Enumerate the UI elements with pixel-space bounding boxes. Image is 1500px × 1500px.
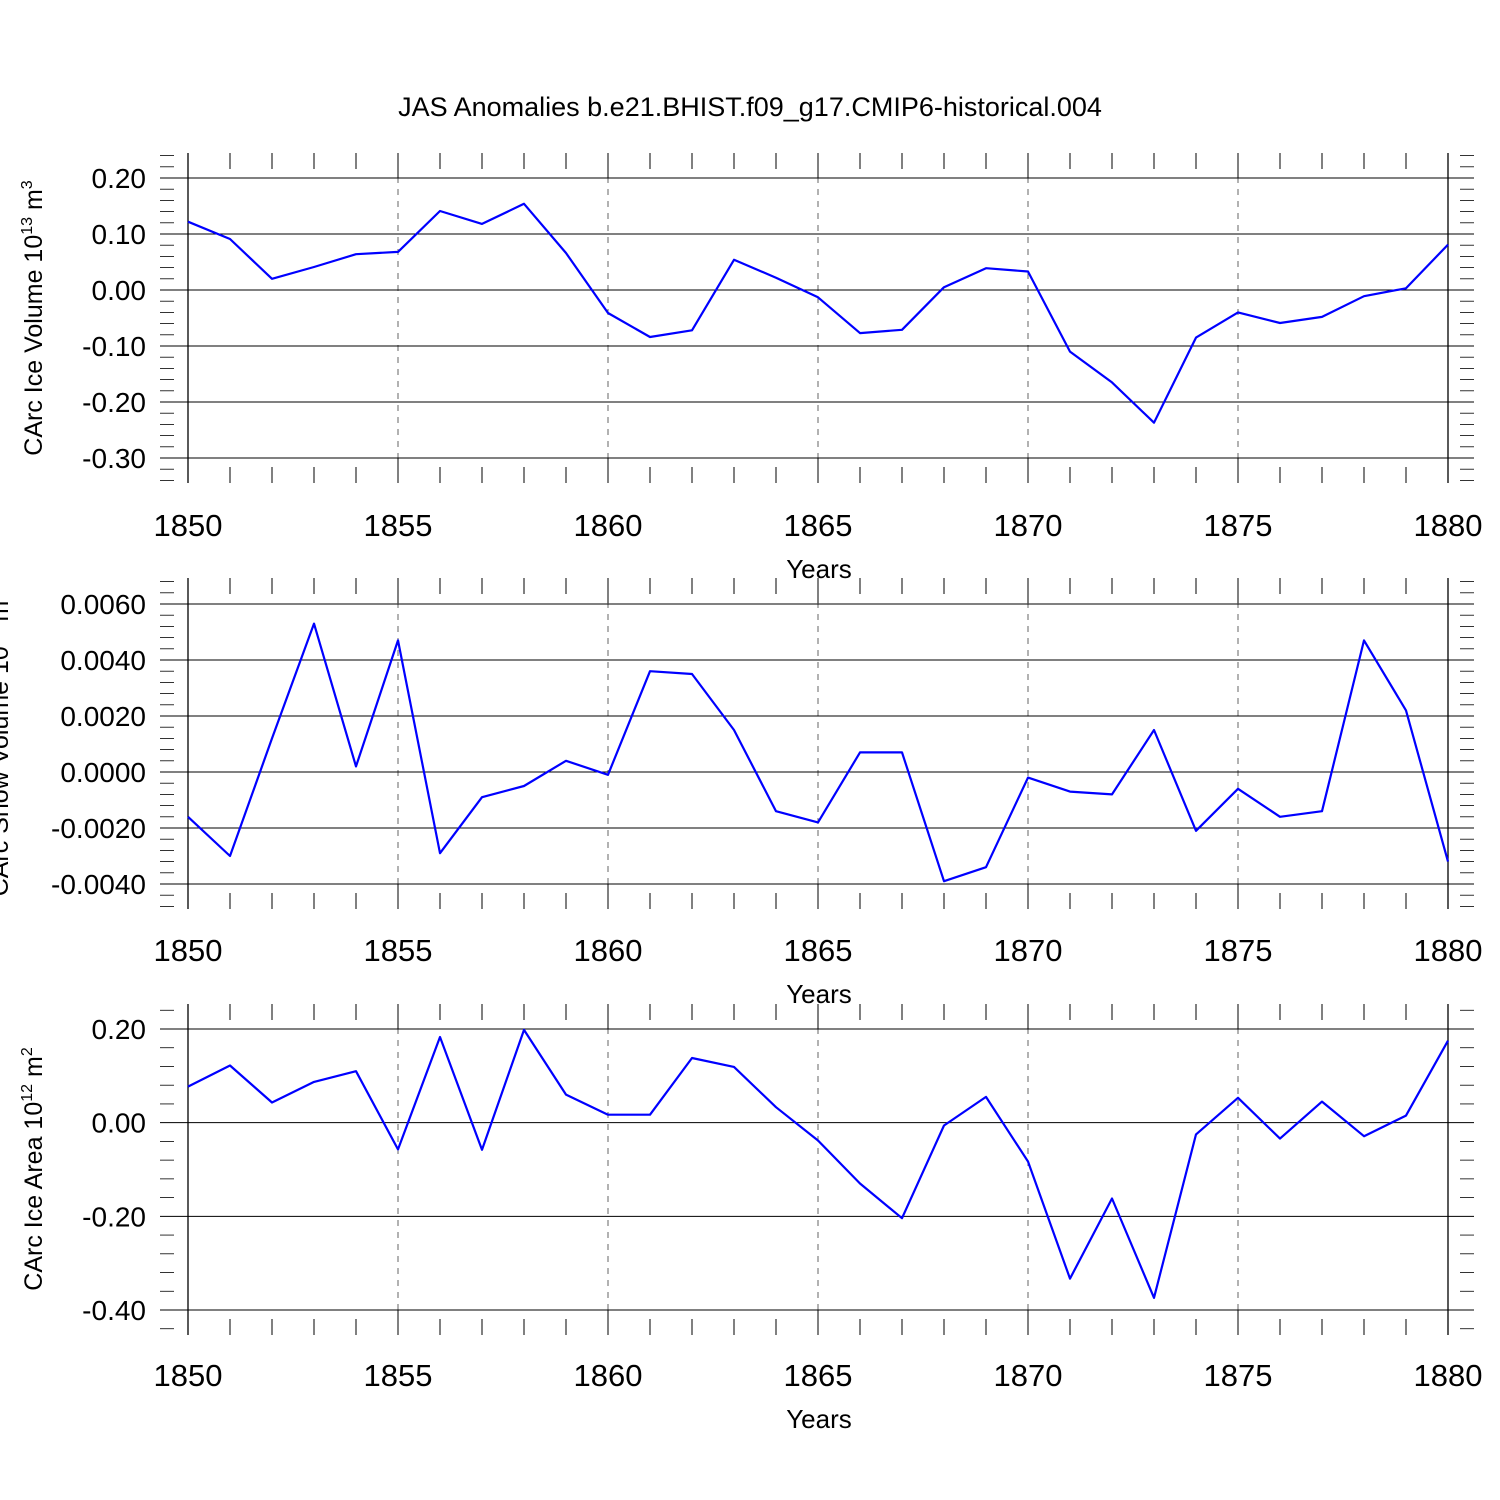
xtick-label: 1855 [364,933,433,968]
xtick-label: 1850 [154,933,223,968]
xtick-label: 1850 [154,1358,223,1393]
series-line [187,622,1450,883]
ytick-label: 0.0060 [60,589,146,620]
xtick-label: 1870 [994,508,1063,543]
ytick-label: -0.20 [82,387,146,418]
xtick-label: 1850 [154,508,223,543]
xtick-label: 1880 [1414,508,1483,543]
ytick-label: 0.00 [92,275,147,306]
ytick-label: -0.40 [82,1295,146,1326]
xtick-label: 1875 [1204,933,1273,968]
figure-title: JAS Anomalies b.e21.BHIST.f09_g17.CMIP6-… [398,92,1102,122]
series-line [187,202,1449,424]
xtick-label: 1860 [574,933,643,968]
x-axis-label: Years [786,554,852,584]
xtick-label: 1855 [364,508,433,543]
panel-ice-area: 0.20 0.00 -0.20 -0.40 1850 1855 1860 1865 1870 18… [19,1004,1482,1434]
xtick-label: 1880 [1414,1358,1483,1393]
ytick-label: 0.0040 [60,645,146,676]
xtick-label: 1865 [784,508,853,543]
ytick-label: 0.00 [92,1108,147,1139]
panel-ice-volume: 0.20 0.10 0.00 -0.10 -0.20 -0.30 1850 1855 1860 1… [19,153,1482,584]
xtick-label: 1860 [574,1358,643,1393]
x-axis-label: Years [786,979,852,1009]
ytick-label: 0.0000 [60,757,146,788]
ytick-label: -0.0040 [51,869,146,900]
panel-snow-volume: 0.0060 0.0040 0.0020 0.0000 -0.0020 -0.0040 18… [0,578,1482,1009]
xtick-label: 1870 [994,1358,1063,1393]
xtick-label: 1880 [1414,933,1483,968]
ytick-label: 0.20 [92,163,147,194]
ytick-label: 0.20 [92,1014,147,1045]
xtick-label: 1870 [994,933,1063,968]
xtick-label: 1875 [1204,1358,1273,1393]
ytick-label: -0.30 [82,443,146,474]
xtick-label: 1865 [784,933,853,968]
ytick-label: 0.0020 [60,701,146,732]
y-axis-label: CArc Snow Volume 1013 m3 [0,592,14,897]
xtick-label: 1855 [364,1358,433,1393]
ytick-label: -0.0020 [51,813,146,844]
y-axis-label: CArc Ice Area 1012 m2 [19,1047,48,1291]
xtick-label: 1875 [1204,508,1273,543]
x-axis-label: Years [786,1404,852,1434]
xtick-label: 1865 [784,1358,853,1393]
y-axis-label: CArc Ice Volume 1013 m3 [19,180,48,456]
ytick-label: -0.10 [82,331,146,362]
ytick-label: -0.20 [82,1201,146,1232]
xtick-label: 1860 [574,508,643,543]
series-line [187,1028,1449,1299]
ytick-label: 0.10 [92,219,147,250]
